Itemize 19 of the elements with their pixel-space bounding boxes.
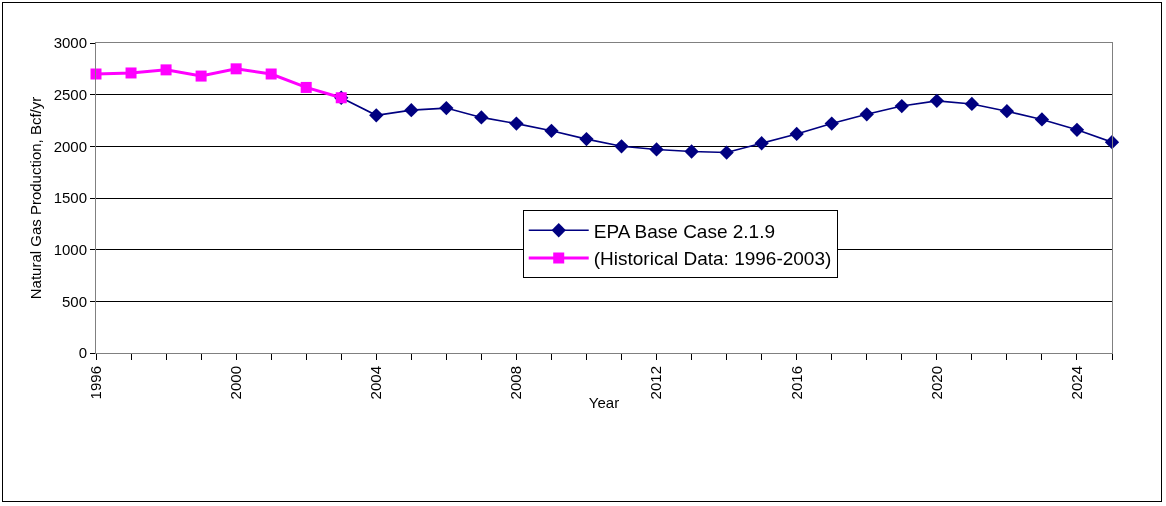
x-tick-label: 2004 [367, 366, 385, 400]
y-tick-label: 1000 [53, 240, 87, 258]
y-axis-title: Natural Gas Production, Bcf/yr [26, 96, 44, 300]
x-tick-label: 2000 [227, 366, 245, 400]
legend-label: (Historical Data: 1996-2003) [593, 248, 832, 270]
x-tick-label: 2024 [1067, 366, 1085, 400]
y-tick-label: 500 [61, 292, 87, 310]
x-tick-label: 2016 [787, 366, 805, 400]
y-tick-label: 2500 [53, 85, 87, 103]
x-tick-label: 2008 [507, 366, 525, 400]
x-tick-label: 2012 [647, 366, 665, 400]
x-axis-title: Year [588, 394, 620, 411]
x-tick-label: 2020 [927, 366, 945, 400]
y-tick-label: 3000 [53, 34, 87, 52]
x-tick-label: 1996 [86, 366, 104, 400]
y-tick-label: 0 [78, 344, 87, 362]
legend-label: EPA Base Case 2.1.9 [593, 220, 776, 242]
y-tick-label: 2000 [53, 137, 87, 155]
y-tick-label: 1500 [53, 189, 87, 207]
